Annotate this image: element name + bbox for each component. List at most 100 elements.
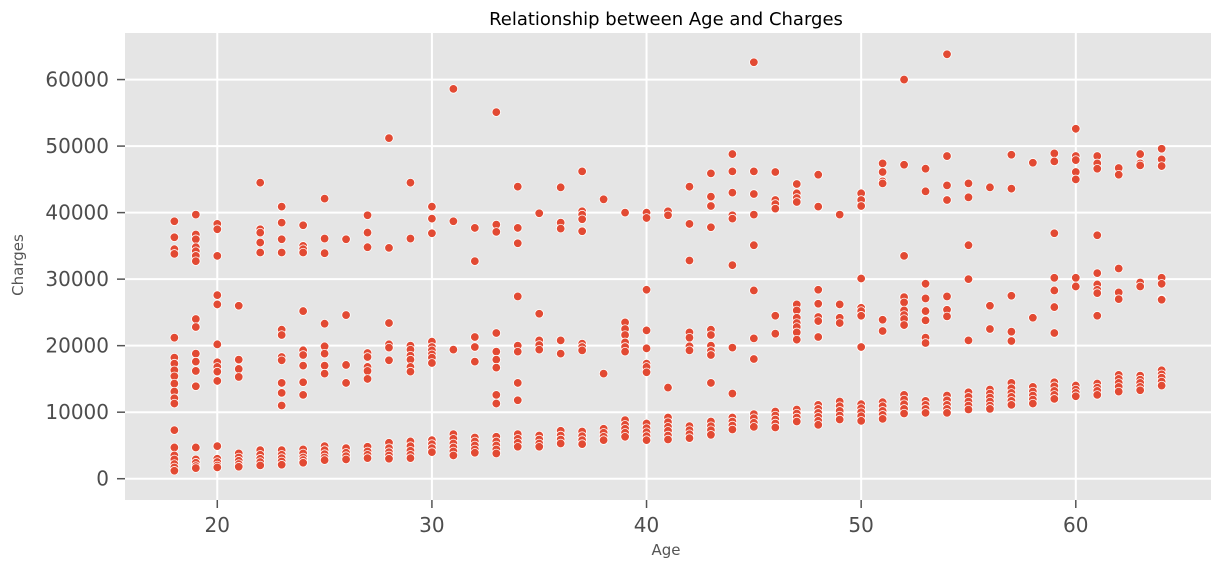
data-point	[856, 342, 866, 352]
data-point	[663, 434, 673, 445]
data-point	[362, 227, 373, 238]
data-point	[470, 256, 480, 266]
data-point	[792, 197, 802, 207]
x-tick-label: 30	[419, 513, 444, 537]
data-point	[191, 314, 201, 324]
data-point	[212, 462, 222, 473]
data-point	[191, 442, 201, 453]
data-point	[1028, 313, 1038, 323]
data-point	[706, 330, 716, 340]
data-point	[234, 364, 244, 374]
data-point	[276, 460, 287, 470]
data-point	[513, 223, 523, 233]
data-point	[1071, 273, 1081, 283]
data-point	[212, 299, 222, 310]
data-point	[963, 192, 974, 203]
data-point	[727, 260, 738, 270]
data-point	[663, 382, 673, 393]
data-point	[942, 195, 952, 205]
data-point	[341, 310, 351, 320]
data-point	[942, 151, 952, 161]
data-point	[169, 466, 180, 476]
data-point	[706, 168, 716, 179]
data-point	[1049, 228, 1060, 238]
data-point	[1092, 268, 1102, 278]
data-point	[319, 455, 330, 465]
data-point	[727, 213, 738, 224]
data-point	[534, 442, 544, 452]
data-point	[384, 454, 394, 464]
data-point	[684, 219, 695, 229]
data-point	[534, 309, 544, 319]
data-point	[641, 435, 652, 445]
data-point	[877, 315, 888, 325]
data-point	[513, 442, 523, 452]
data-point	[1156, 279, 1167, 289]
data-point	[1135, 149, 1145, 159]
data-point	[491, 107, 502, 117]
data-point	[706, 378, 716, 388]
x-tick-label: 20	[205, 513, 230, 537]
data-point	[1049, 394, 1060, 404]
data-point	[749, 189, 759, 199]
data-point	[727, 388, 738, 399]
data-point	[942, 180, 952, 191]
data-point	[1114, 386, 1124, 397]
data-point	[985, 301, 995, 311]
data-point	[1028, 158, 1038, 168]
data-point	[1135, 385, 1145, 395]
data-point	[427, 213, 437, 224]
data-point	[963, 240, 974, 250]
data-point	[1006, 326, 1017, 337]
data-point	[276, 330, 287, 340]
data-point	[341, 454, 351, 465]
data-point	[942, 311, 952, 322]
data-point	[856, 311, 866, 321]
data-point	[319, 248, 330, 258]
data-point	[491, 362, 502, 373]
data-point	[985, 182, 995, 193]
data-point	[1071, 281, 1081, 292]
data-point	[856, 273, 866, 284]
data-point	[749, 422, 759, 432]
y-tick-label: 30000	[45, 267, 109, 291]
y-tick-label: 10000	[45, 400, 109, 424]
data-point	[298, 220, 308, 230]
data-point	[319, 233, 330, 244]
x-tick-label: 50	[848, 513, 873, 537]
data-point	[191, 381, 201, 391]
data-point	[1156, 295, 1167, 305]
data-point	[920, 279, 931, 289]
data-point	[276, 378, 287, 388]
data-point	[212, 376, 222, 386]
data-point	[1092, 311, 1102, 321]
data-point	[770, 203, 781, 214]
data-point	[1092, 390, 1102, 400]
data-point	[684, 433, 695, 443]
data-point	[234, 301, 244, 311]
data-point	[877, 326, 888, 336]
data-point	[985, 324, 995, 334]
data-point	[770, 167, 781, 177]
data-point	[1049, 302, 1060, 312]
data-point	[684, 181, 695, 192]
data-point	[920, 306, 931, 316]
data-point	[877, 158, 888, 169]
data-point	[491, 398, 502, 409]
data-point	[169, 232, 180, 242]
data-point	[706, 222, 716, 232]
data-point	[191, 348, 201, 359]
data-point	[491, 390, 502, 400]
data-point	[298, 458, 308, 468]
data-point	[641, 367, 652, 377]
y-tick-label: 60000	[45, 68, 109, 92]
data-point	[963, 335, 974, 346]
data-point	[298, 247, 308, 258]
data-point	[598, 194, 609, 205]
data-point	[362, 366, 373, 376]
data-point	[276, 355, 287, 365]
data-point	[620, 346, 630, 357]
data-point	[877, 414, 888, 424]
data-point	[706, 350, 716, 360]
data-point	[792, 416, 802, 427]
